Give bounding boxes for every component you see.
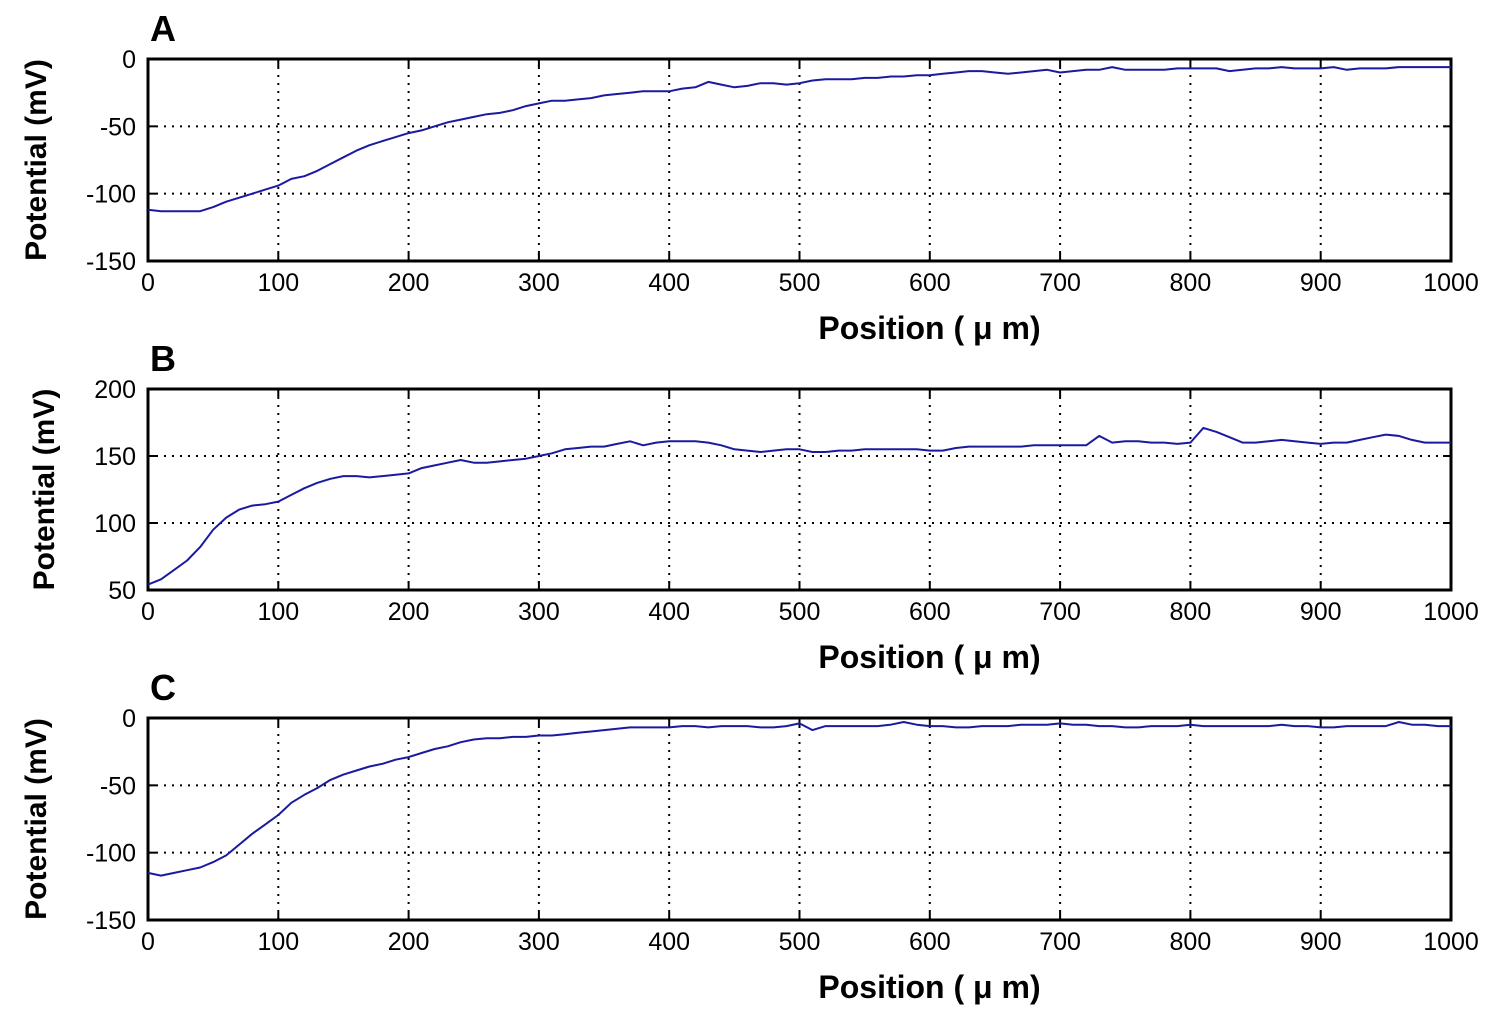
plot-area bbox=[146, 57, 1453, 263]
x-axis-label: Position ( μ m) bbox=[818, 639, 1040, 675]
x-tick-label: 200 bbox=[388, 598, 430, 626]
x-tick-label: 700 bbox=[1039, 598, 1081, 626]
x-tick-label: 300 bbox=[518, 928, 560, 956]
y-tick-label: -50 bbox=[100, 772, 136, 800]
y-tick-label: 150 bbox=[94, 443, 136, 471]
y-tick-label: -150 bbox=[86, 248, 136, 276]
x-tick-label: 400 bbox=[648, 928, 690, 956]
plot-area bbox=[146, 387, 1453, 592]
x-tick-label: 800 bbox=[1170, 928, 1212, 956]
y-tick-label: 0 bbox=[122, 46, 136, 74]
panel-c: 0 100 200 300 400 500 600 700 800 900 1000 0 -50 -100… bbox=[20, 667, 1479, 1005]
x-tick-label: 500 bbox=[779, 928, 821, 956]
x-tick-label: 900 bbox=[1300, 928, 1342, 956]
x-tick-label: 300 bbox=[518, 269, 560, 297]
x-tick-label: 1000 bbox=[1423, 598, 1479, 626]
panel-letter: C bbox=[150, 667, 176, 708]
x-tick-label: 100 bbox=[257, 598, 299, 626]
x-tick-label: 200 bbox=[388, 269, 430, 297]
x-tick-label: 800 bbox=[1170, 269, 1212, 297]
series-line bbox=[147, 66, 1451, 213]
plot-area bbox=[146, 716, 1453, 922]
panel-letter: B bbox=[150, 338, 176, 379]
x-tick-label: 800 bbox=[1170, 598, 1212, 626]
y-tick-label: -100 bbox=[86, 840, 136, 868]
x-tick-label: 100 bbox=[257, 928, 299, 956]
x-tick-label: 1000 bbox=[1423, 928, 1479, 956]
x-axis-label: Position ( μ m) bbox=[818, 310, 1040, 346]
panel-b: 0 100 200 300 400 500 600 700 800 900 1000 200 150 10… bbox=[28, 338, 1479, 675]
y-axis-label: Potential (mV) bbox=[20, 59, 53, 261]
x-tick-label: 100 bbox=[257, 269, 299, 297]
panel-a: 0 100 200 300 400 500 600 700 800 900 1000 0 -50 -100… bbox=[20, 8, 1479, 346]
x-tick-label: 400 bbox=[648, 598, 690, 626]
x-axis-label: Position ( μ m) bbox=[818, 969, 1040, 1005]
x-tick-label: 0 bbox=[141, 269, 155, 297]
x-tick-label: 900 bbox=[1300, 269, 1342, 297]
y-axis-label: Potential (mV) bbox=[28, 389, 61, 591]
x-tick-label: 500 bbox=[779, 269, 821, 297]
y-tick-label: 200 bbox=[94, 376, 136, 404]
x-tick-label: 700 bbox=[1039, 928, 1081, 956]
x-tick-label: 900 bbox=[1300, 598, 1342, 626]
x-tick-label: 300 bbox=[518, 598, 560, 626]
y-tick-label: -150 bbox=[86, 907, 136, 935]
x-tick-label: 200 bbox=[388, 928, 430, 956]
series-line bbox=[147, 426, 1451, 586]
y-tick-label: 50 bbox=[108, 577, 136, 605]
x-tick-label: 500 bbox=[779, 598, 821, 626]
x-tick-label: 600 bbox=[909, 598, 951, 626]
y-axis-label: Potential (mV) bbox=[20, 718, 53, 920]
y-tick-label: 0 bbox=[122, 705, 136, 733]
x-tick-label: 400 bbox=[648, 269, 690, 297]
x-tick-label: 1000 bbox=[1423, 269, 1479, 297]
x-tick-label: 600 bbox=[909, 928, 951, 956]
x-tick-label: 700 bbox=[1039, 269, 1081, 297]
x-tick-label: 0 bbox=[141, 928, 155, 956]
x-tick-label: 600 bbox=[909, 269, 951, 297]
y-tick-label: -50 bbox=[100, 113, 136, 141]
y-tick-label: -100 bbox=[86, 181, 136, 209]
x-tick-label: 0 bbox=[141, 598, 155, 626]
panel-letter: A bbox=[150, 8, 176, 49]
y-tick-label: 100 bbox=[94, 510, 136, 538]
series-line bbox=[147, 721, 1451, 877]
